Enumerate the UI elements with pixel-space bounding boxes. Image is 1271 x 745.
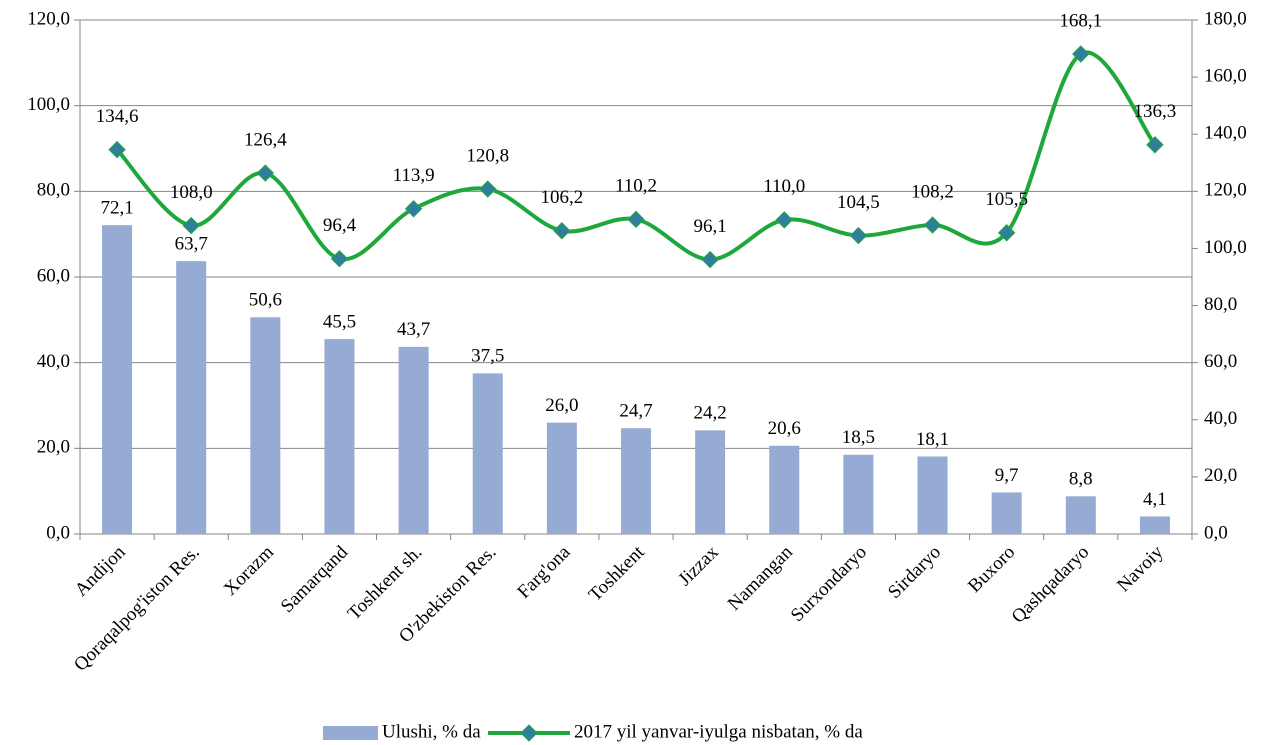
x-tick-label: Surxondaryo — [787, 542, 871, 626]
x-tick-label: Toshkent sh. — [344, 542, 427, 625]
y-tick-label: 120,0 — [27, 8, 70, 29]
y2-tick-label: 120,0 — [1204, 180, 1247, 201]
y2-tick-label: 60,0 — [1204, 351, 1237, 372]
bar-value-label: 24,7 — [619, 401, 652, 422]
marker — [775, 211, 793, 229]
line-value-label: 126,4 — [244, 129, 287, 150]
marker — [849, 226, 868, 245]
legend-label: 2017 yil yanvar-iyulga nisbatan, % da — [574, 721, 863, 742]
y2-tick-label: 180,0 — [1204, 8, 1247, 29]
line-value-label: 113,9 — [393, 165, 435, 186]
bar — [250, 317, 281, 534]
bar — [398, 346, 429, 534]
x-tick-label: Buxoro — [964, 542, 1019, 597]
bar-value-label: 9,7 — [995, 465, 1019, 486]
line-value-label: 105,5 — [985, 189, 1028, 210]
y2-tick-label: 80,0 — [1204, 294, 1237, 315]
marker — [997, 224, 1016, 242]
y-tick-label: 80,0 — [37, 180, 70, 201]
x-tick-label: Xorazm — [220, 542, 278, 600]
y-tick-label: 100,0 — [27, 94, 70, 115]
y-tick-label: 60,0 — [37, 265, 70, 286]
bar — [472, 373, 503, 534]
bar-value-label: 18,1 — [916, 429, 949, 450]
bar — [769, 445, 800, 534]
y2-tick-label: 140,0 — [1204, 123, 1247, 144]
x-tick-label: Toshkent — [585, 541, 649, 605]
x-tick-label: Namangan — [724, 541, 797, 614]
x-tick-label: Andijon — [71, 541, 130, 600]
marker — [108, 140, 126, 159]
bar-value-label: 4,1 — [1143, 489, 1167, 510]
y2-tick-label: 100,0 — [1204, 237, 1247, 258]
bar-value-label: 24,2 — [694, 403, 727, 424]
marker — [182, 216, 200, 235]
line-value-label: 108,0 — [170, 182, 213, 203]
marker — [330, 250, 349, 268]
y2-tick-label: 20,0 — [1204, 465, 1237, 486]
marker — [1146, 136, 1164, 154]
legend-swatch — [323, 726, 378, 740]
y-tick-label: 40,0 — [37, 351, 70, 372]
bar — [102, 225, 133, 534]
marker — [627, 210, 645, 229]
line-value-label: 108,2 — [911, 181, 954, 202]
line-value-label: 168,1 — [1059, 10, 1102, 31]
marker — [923, 216, 942, 234]
bar-value-label: 8,8 — [1069, 469, 1093, 490]
x-tick-label: Sirdaryo — [884, 542, 945, 603]
bar — [695, 430, 726, 534]
y2-tick-label: 40,0 — [1204, 408, 1237, 429]
y2-tick-label: 160,0 — [1204, 65, 1247, 86]
bar — [991, 492, 1022, 534]
line-value-label: 136,3 — [1134, 101, 1177, 122]
bar — [917, 456, 948, 534]
legend-marker — [520, 724, 538, 742]
line-value-label: 106,2 — [540, 187, 583, 208]
bar-value-label: 18,5 — [842, 427, 875, 448]
line-value-label: 96,1 — [694, 216, 727, 237]
line-value-label: 96,4 — [323, 215, 357, 236]
x-tick-label: Farg'ona — [513, 541, 574, 602]
line — [115, 50, 1157, 262]
line-value-label: 134,6 — [96, 106, 139, 127]
y2-tick-label: 0,0 — [1204, 522, 1228, 543]
line-value-label: 120,8 — [466, 145, 509, 166]
line-value-label: 110,2 — [615, 176, 657, 197]
bar-value-label: 45,5 — [323, 311, 356, 332]
bar-value-label: 72,1 — [100, 198, 133, 219]
x-tick-label: Jizzax — [674, 541, 723, 590]
bar — [621, 428, 651, 534]
marker — [404, 200, 423, 218]
x-tick-label: Qoraqalpog'iston Res. — [70, 542, 204, 676]
x-tick-label: Navoiy — [1113, 541, 1168, 596]
x-tick-label: Qashqadaryo — [1008, 542, 1094, 628]
bar — [546, 422, 577, 534]
bar-value-label: 26,0 — [545, 395, 578, 416]
bar-value-label: 63,7 — [175, 234, 208, 255]
line-value-label: 110,0 — [763, 176, 805, 197]
bar-value-label: 20,6 — [768, 418, 801, 439]
bar-value-label: 43,7 — [397, 319, 430, 340]
marker — [1072, 45, 1090, 63]
bar — [1139, 516, 1170, 534]
bar — [176, 261, 207, 534]
legend-label: Ulushi, % da — [382, 721, 481, 742]
bar — [1065, 496, 1096, 534]
marker — [701, 250, 719, 269]
marker — [479, 180, 497, 198]
bar — [324, 339, 355, 534]
bar — [843, 454, 874, 534]
bar-value-label: 37,5 — [471, 346, 504, 367]
line-value-label: 104,5 — [837, 192, 880, 213]
marker — [256, 164, 275, 182]
y-tick-label: 0,0 — [46, 522, 70, 543]
bar-value-label: 50,6 — [249, 290, 282, 311]
marker — [553, 222, 571, 240]
y-tick-label: 20,0 — [37, 437, 70, 458]
x-tick-label: Samarqand — [277, 541, 353, 617]
